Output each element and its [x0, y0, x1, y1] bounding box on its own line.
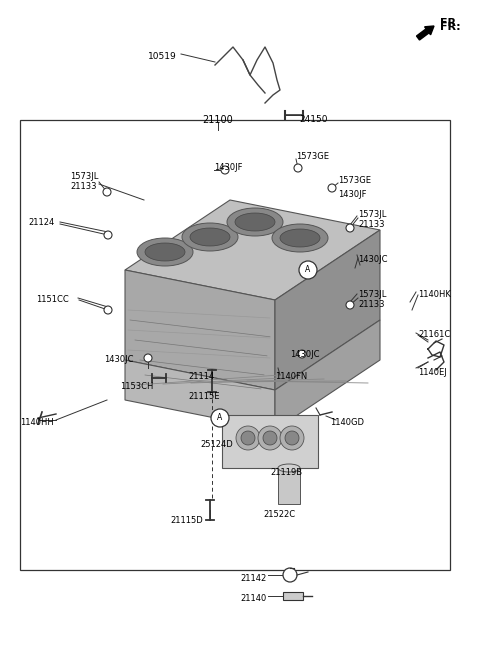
Ellipse shape	[182, 223, 238, 251]
Ellipse shape	[137, 238, 193, 266]
Text: 21100: 21100	[203, 115, 233, 125]
Ellipse shape	[145, 243, 185, 261]
Circle shape	[236, 426, 260, 450]
Ellipse shape	[272, 224, 328, 252]
Text: 1140GD: 1140GD	[330, 418, 364, 427]
Text: 1151CC: 1151CC	[36, 295, 69, 304]
Bar	[278, 468, 300, 504]
Text: 1430JF: 1430JF	[338, 190, 367, 199]
Text: 21115D: 21115D	[170, 516, 203, 525]
Ellipse shape	[278, 464, 300, 472]
Circle shape	[346, 224, 354, 232]
Ellipse shape	[280, 229, 320, 247]
Text: 21161C: 21161C	[418, 330, 450, 339]
Text: 25124D: 25124D	[200, 440, 233, 449]
Polygon shape	[275, 320, 380, 430]
Text: 1573GE: 1573GE	[296, 152, 329, 161]
Text: FR.: FR.	[440, 22, 460, 32]
Bar	[283, 592, 303, 600]
Polygon shape	[222, 415, 318, 468]
Text: 1573JL
21133: 1573JL 21133	[70, 172, 98, 191]
Circle shape	[144, 354, 152, 362]
Text: 1140HH: 1140HH	[20, 418, 54, 427]
Text: FR.: FR.	[440, 18, 460, 28]
Text: 1430JC: 1430JC	[290, 350, 320, 359]
Circle shape	[104, 231, 112, 239]
Text: 1573JL
21133: 1573JL 21133	[358, 290, 386, 309]
Text: 21124: 21124	[28, 218, 54, 227]
Polygon shape	[275, 230, 380, 390]
Polygon shape	[125, 200, 380, 300]
Circle shape	[263, 431, 277, 445]
Bar	[20, 120, 450, 570]
Ellipse shape	[235, 213, 275, 231]
Text: 21119B: 21119B	[270, 468, 302, 477]
Circle shape	[294, 164, 302, 172]
Text: A: A	[217, 413, 223, 422]
Text: 10519: 10519	[148, 52, 177, 61]
Circle shape	[285, 431, 299, 445]
Text: 1140HK: 1140HK	[418, 290, 451, 299]
Circle shape	[103, 188, 111, 196]
FancyArrow shape	[417, 26, 434, 40]
Circle shape	[258, 426, 282, 450]
Text: 1430JC: 1430JC	[358, 255, 387, 264]
Text: 1430JF: 1430JF	[214, 163, 242, 172]
Text: 1573JL
21133: 1573JL 21133	[358, 210, 386, 229]
Text: 21114: 21114	[188, 372, 214, 381]
Circle shape	[299, 261, 317, 279]
Circle shape	[280, 426, 304, 450]
Text: 21142: 21142	[240, 574, 266, 583]
Text: 21140: 21140	[240, 594, 266, 603]
Text: 24150: 24150	[299, 115, 327, 124]
Circle shape	[211, 409, 229, 427]
Text: 1573GE: 1573GE	[338, 176, 371, 185]
Circle shape	[346, 301, 354, 309]
Ellipse shape	[190, 228, 230, 246]
Ellipse shape	[227, 208, 283, 236]
Text: 21115E: 21115E	[188, 392, 219, 401]
Circle shape	[221, 166, 229, 174]
Polygon shape	[125, 360, 275, 430]
Text: 1153CH: 1153CH	[120, 382, 154, 391]
Circle shape	[328, 184, 336, 192]
Circle shape	[298, 350, 306, 358]
Text: 1140FN: 1140FN	[275, 372, 307, 381]
Text: 1140EJ: 1140EJ	[418, 368, 447, 377]
Text: 21522C: 21522C	[263, 510, 295, 519]
Polygon shape	[125, 270, 275, 390]
Circle shape	[104, 306, 112, 314]
Text: 1430JC: 1430JC	[104, 355, 133, 374]
Circle shape	[241, 431, 255, 445]
Circle shape	[283, 568, 297, 582]
Text: A: A	[305, 266, 311, 274]
